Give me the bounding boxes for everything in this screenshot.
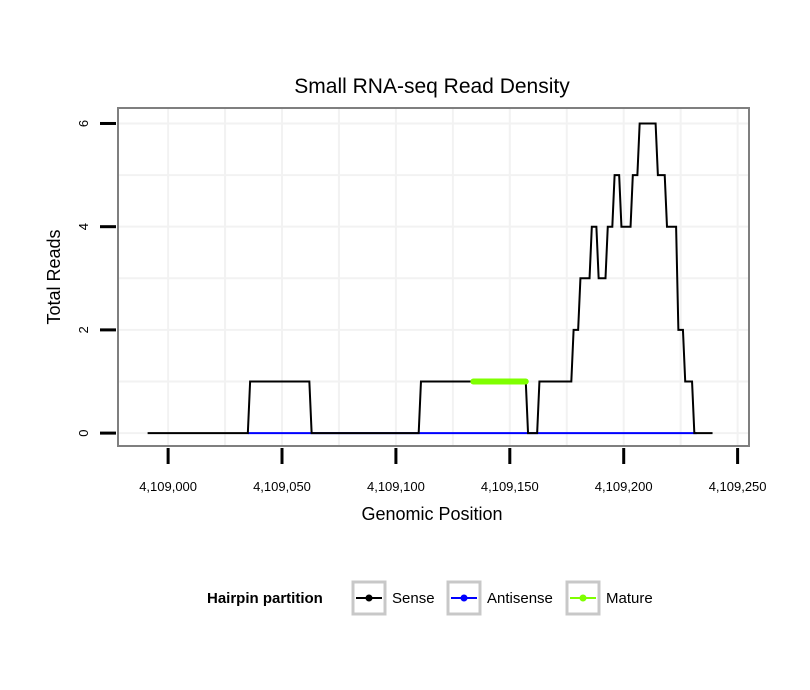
x-tick-label: 4,109,250 xyxy=(709,479,767,494)
x-tick-label: 4,109,150 xyxy=(481,479,539,494)
y-tick-label: 6 xyxy=(76,120,91,127)
legend-item-sense: Sense xyxy=(351,580,435,616)
y-tick-label: 2 xyxy=(76,326,91,333)
y-tick-label: 4 xyxy=(76,223,91,230)
legend-item-antisense: Antisense xyxy=(446,580,553,616)
x-axis: 4,109,000 4,109,050 4,109,100 4,109,150 4,10… xyxy=(139,448,767,494)
y-tick-label: 0 xyxy=(76,429,91,436)
x-tick-label: 4,109,000 xyxy=(139,479,197,494)
legend-item-mature: Mature xyxy=(565,580,653,616)
legend-dot-mature xyxy=(579,594,587,602)
x-tick-label: 4,109,050 xyxy=(253,479,311,494)
plot-panel xyxy=(117,107,750,447)
chart-title: Small RNA-seq Read Density xyxy=(294,75,570,98)
legend: Hairpin partition Sense Antisense Mature xyxy=(207,580,653,616)
legend-dot-antisense xyxy=(460,594,468,602)
legend-label-mature: Mature xyxy=(606,590,653,607)
series-layer xyxy=(147,122,713,435)
legend-label-sense: Sense xyxy=(392,590,435,607)
legend-title: Hairpin partition xyxy=(207,590,323,607)
x-tick-label: 4,109,200 xyxy=(595,479,653,494)
x-tick-label: 4,109,100 xyxy=(367,479,425,494)
y-axis-label: Total Reads xyxy=(44,229,64,324)
legend-dot-sense xyxy=(365,594,373,602)
legend-label-antisense: Antisense xyxy=(487,590,553,607)
x-axis-label: Genomic Position xyxy=(361,504,502,524)
y-axis: 0 2 4 6 xyxy=(76,120,116,437)
